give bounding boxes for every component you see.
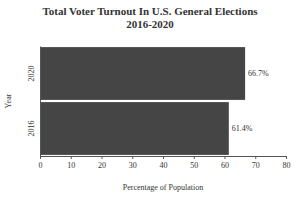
tick: 80 <box>283 156 291 170</box>
tick: 20 <box>98 156 106 170</box>
tick: 40 <box>160 156 168 170</box>
x-axis-title: Percentage of Population <box>123 183 203 192</box>
y-axis-title: Year <box>4 93 13 108</box>
tick-label: 30 <box>129 161 137 170</box>
tick-label: 2020 <box>27 66 36 82</box>
title-line: 2016-2020 <box>126 18 174 30</box>
plot: 66.7% 61.4% 0 10 20 30 40 50 60 70 80 2020 2016 <box>27 47 291 170</box>
tick: 2016 <box>27 121 40 137</box>
bar <box>40 102 229 155</box>
axis-line <box>40 47 41 157</box>
tick-label: 2016 <box>27 121 36 137</box>
tick: 30 <box>129 156 137 170</box>
tick-mark <box>225 156 226 159</box>
bar <box>40 47 245 100</box>
tick-mark <box>286 156 287 159</box>
tick-label: 10 <box>67 161 75 170</box>
bars <box>40 47 245 155</box>
data-label: 61.4% <box>232 124 253 133</box>
title-line: Total Voter Turnout In U.S. General Elec… <box>42 5 258 17</box>
chart: Total Voter Turnout In U.S. General Elec… <box>0 0 300 200</box>
tick: 0 <box>39 156 43 170</box>
tick: 70 <box>252 156 260 170</box>
category-axis: 2020 2016 <box>27 47 41 157</box>
tick-mark <box>163 156 164 159</box>
tick-label: 20 <box>98 161 106 170</box>
axis-line <box>41 157 287 160</box>
tick: 10 <box>67 156 75 170</box>
tick-mark <box>102 156 103 159</box>
tick-mark <box>194 156 195 159</box>
title: Total Voter Turnout In U.S. General Elec… <box>42 5 258 30</box>
value-axis: 0 10 20 30 40 50 60 70 80 <box>39 156 291 170</box>
tick: 2020 <box>27 66 40 82</box>
tick-label: 0 <box>39 161 43 170</box>
data-labels: 66.7% 61.4% <box>232 69 269 133</box>
tick: 50 <box>190 156 198 170</box>
tick-label: 40 <box>160 161 168 170</box>
tick-label: 50 <box>190 161 198 170</box>
tick-label: 70 <box>252 161 260 170</box>
tick-label: 80 <box>283 161 291 170</box>
tick-mark <box>132 156 133 159</box>
tick: 60 <box>221 156 229 170</box>
data-label: 66.7% <box>248 69 269 78</box>
tick-mark <box>71 156 72 159</box>
tick-mark <box>255 156 256 159</box>
tick-label: 60 <box>221 161 229 170</box>
